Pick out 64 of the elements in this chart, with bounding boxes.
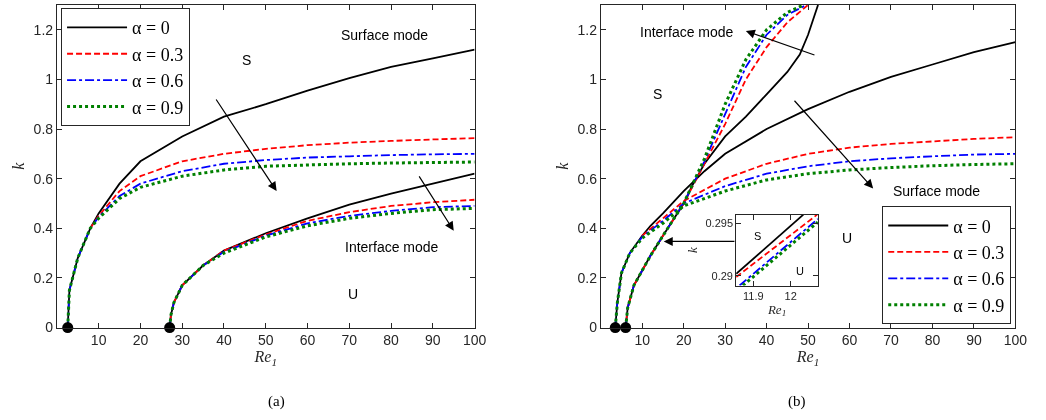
- x-tick-label: 100: [1003, 332, 1028, 349]
- x-tick-label: 100: [462, 332, 487, 349]
- x-tick-label: 80: [924, 332, 941, 349]
- y-tick-label: 0: [45, 319, 54, 336]
- y-tick-label: 1: [589, 71, 598, 88]
- text: (b): [788, 393, 806, 410]
- x-tick-label: 80: [383, 332, 400, 349]
- y-tick-label: 0.4: [33, 220, 54, 237]
- annotation: Surface mode: [341, 27, 429, 43]
- x-tick-label: 50: [257, 332, 274, 349]
- legend-label: α = 0: [132, 18, 170, 39]
- x-tick-label: 30: [174, 332, 191, 349]
- x-tick-label: 10: [634, 332, 651, 349]
- annotation: S: [242, 52, 252, 68]
- y-axis-title: k: [10, 161, 28, 170]
- y-tick-label: 0.8: [33, 120, 54, 137]
- annotation: U: [796, 265, 804, 277]
- y-tick-label: 0.6: [577, 170, 598, 187]
- y-tick-label: 1: [45, 71, 54, 88]
- annotation: U: [348, 286, 359, 302]
- legend-label: α = 0.9: [132, 97, 184, 118]
- x-tick-label: 60: [841, 332, 858, 349]
- legend-label: α = 0.3: [132, 44, 184, 65]
- x-tick-label: 10: [90, 332, 107, 349]
- x-tick-label: 12: [784, 289, 797, 302]
- y-tick-label: 0.29: [711, 269, 734, 282]
- x-tick-label: 11.9: [743, 289, 764, 302]
- x-tick-label: 50: [800, 332, 817, 349]
- legend-label: α = 0.3: [953, 242, 1005, 263]
- x-tick-label: 20: [675, 332, 692, 349]
- legend-label: α = 0.9: [953, 295, 1005, 316]
- y-tick-label: 1.2: [33, 21, 54, 38]
- x-tick-label: 60: [299, 332, 316, 349]
- legend-label: α = 0.6: [953, 269, 1005, 290]
- y-tick-label: 0.295: [705, 216, 734, 229]
- y-tick-label: 0.6: [33, 170, 54, 187]
- x-tick-label: 30: [717, 332, 734, 349]
- x-tick-label: 90: [966, 332, 982, 349]
- annotation: Interface mode: [345, 239, 439, 255]
- y-tick-label: 0: [589, 319, 598, 336]
- x-axis-title: Re$_{1}$: [253, 348, 277, 368]
- y-tick-label: 0.4: [577, 220, 598, 237]
- legend-label: α = 0.6: [132, 71, 184, 92]
- x-axis-title: Re$_{1}$: [766, 301, 787, 319]
- y-tick-label: 0.2: [577, 269, 598, 286]
- y-tick-label: 0.8: [577, 120, 598, 137]
- legend-label: α = 0: [953, 216, 991, 237]
- y-tick-label: 1.2: [577, 21, 598, 38]
- x-tick-label: 40: [758, 332, 775, 349]
- annotation: S: [754, 230, 762, 242]
- annotation: S: [653, 86, 663, 102]
- x-tick-label: 40: [216, 332, 232, 349]
- annotation: Surface mode: [893, 183, 981, 199]
- text: (a): [268, 393, 285, 410]
- annotation: U: [842, 230, 853, 246]
- x-tick-label: 70: [341, 332, 358, 349]
- x-tick-label: 70: [883, 332, 899, 349]
- x-axis-title: Re$_{1}$: [795, 348, 820, 368]
- x-tick-label: 90: [425, 332, 441, 349]
- x-tick-label: 20: [132, 332, 149, 349]
- y-tick-label: 0.2: [33, 269, 54, 286]
- y-axis-title: k: [554, 161, 572, 170]
- annotation: Interface mode: [640, 24, 734, 40]
- y-axis-title: k: [685, 246, 701, 253]
